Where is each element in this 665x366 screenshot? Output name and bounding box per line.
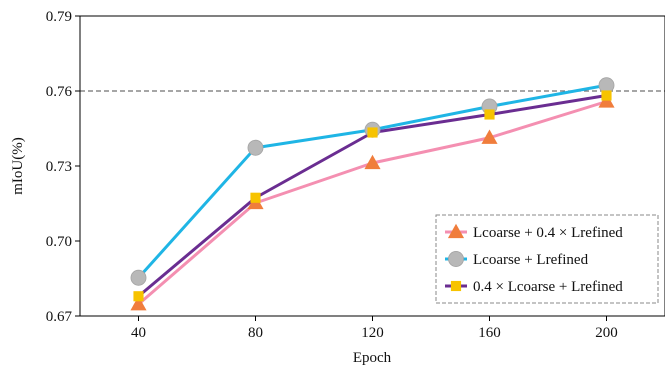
data-point-3-5 — [601, 90, 612, 101]
data-point-2-2 — [247, 139, 264, 156]
x-tick-label: 120 — [361, 325, 384, 341]
data-point-3-2 — [250, 192, 261, 203]
axis-ticks: 40 80 120 160 200 0.67 0.70 0.73 0.76 0.79 — [46, 9, 618, 341]
x-axis-label: Epoch — [353, 350, 392, 366]
data-point-1-4 — [481, 129, 498, 144]
x-tick-label: 80 — [248, 325, 263, 341]
legend-label-3: 0.4 × Lcoarse + Lrefined — [473, 279, 623, 295]
legend-label-2: Lcoarse + Lrefined — [473, 252, 589, 268]
y-tick-label: 0.67 — [46, 309, 73, 325]
legend-marker-2 — [448, 251, 464, 267]
data-point-2-1 — [130, 269, 147, 286]
y-tick-label: 0.70 — [46, 234, 72, 250]
data-point-3-4 — [484, 109, 495, 120]
data-point-3-3 — [367, 127, 378, 138]
x-tick-label: 200 — [595, 325, 618, 341]
x-tick-label: 160 — [478, 325, 501, 341]
legend-marker-1 — [447, 223, 465, 239]
data-point-1-3 — [364, 154, 381, 170]
y-tick-label: 0.76 — [46, 84, 73, 100]
legend-box — [435, 214, 659, 304]
x-tick-label: 40 — [131, 325, 146, 341]
legend-label-1: Lcoarse + 0.4 × Lrefined — [473, 225, 623, 241]
data-point-3-1 — [133, 291, 144, 302]
data-point-1-1 — [130, 296, 147, 311]
y-tick-label: 0.73 — [46, 159, 72, 175]
y-axis-label: mIoU(%) — [10, 137, 26, 194]
legend: Lcoarse + 0.4 × Lrefined Lcoarse + Lrefin… — [435, 214, 659, 304]
y-tick-label: 0.79 — [46, 9, 72, 25]
legend-marker-3 — [450, 280, 462, 292]
